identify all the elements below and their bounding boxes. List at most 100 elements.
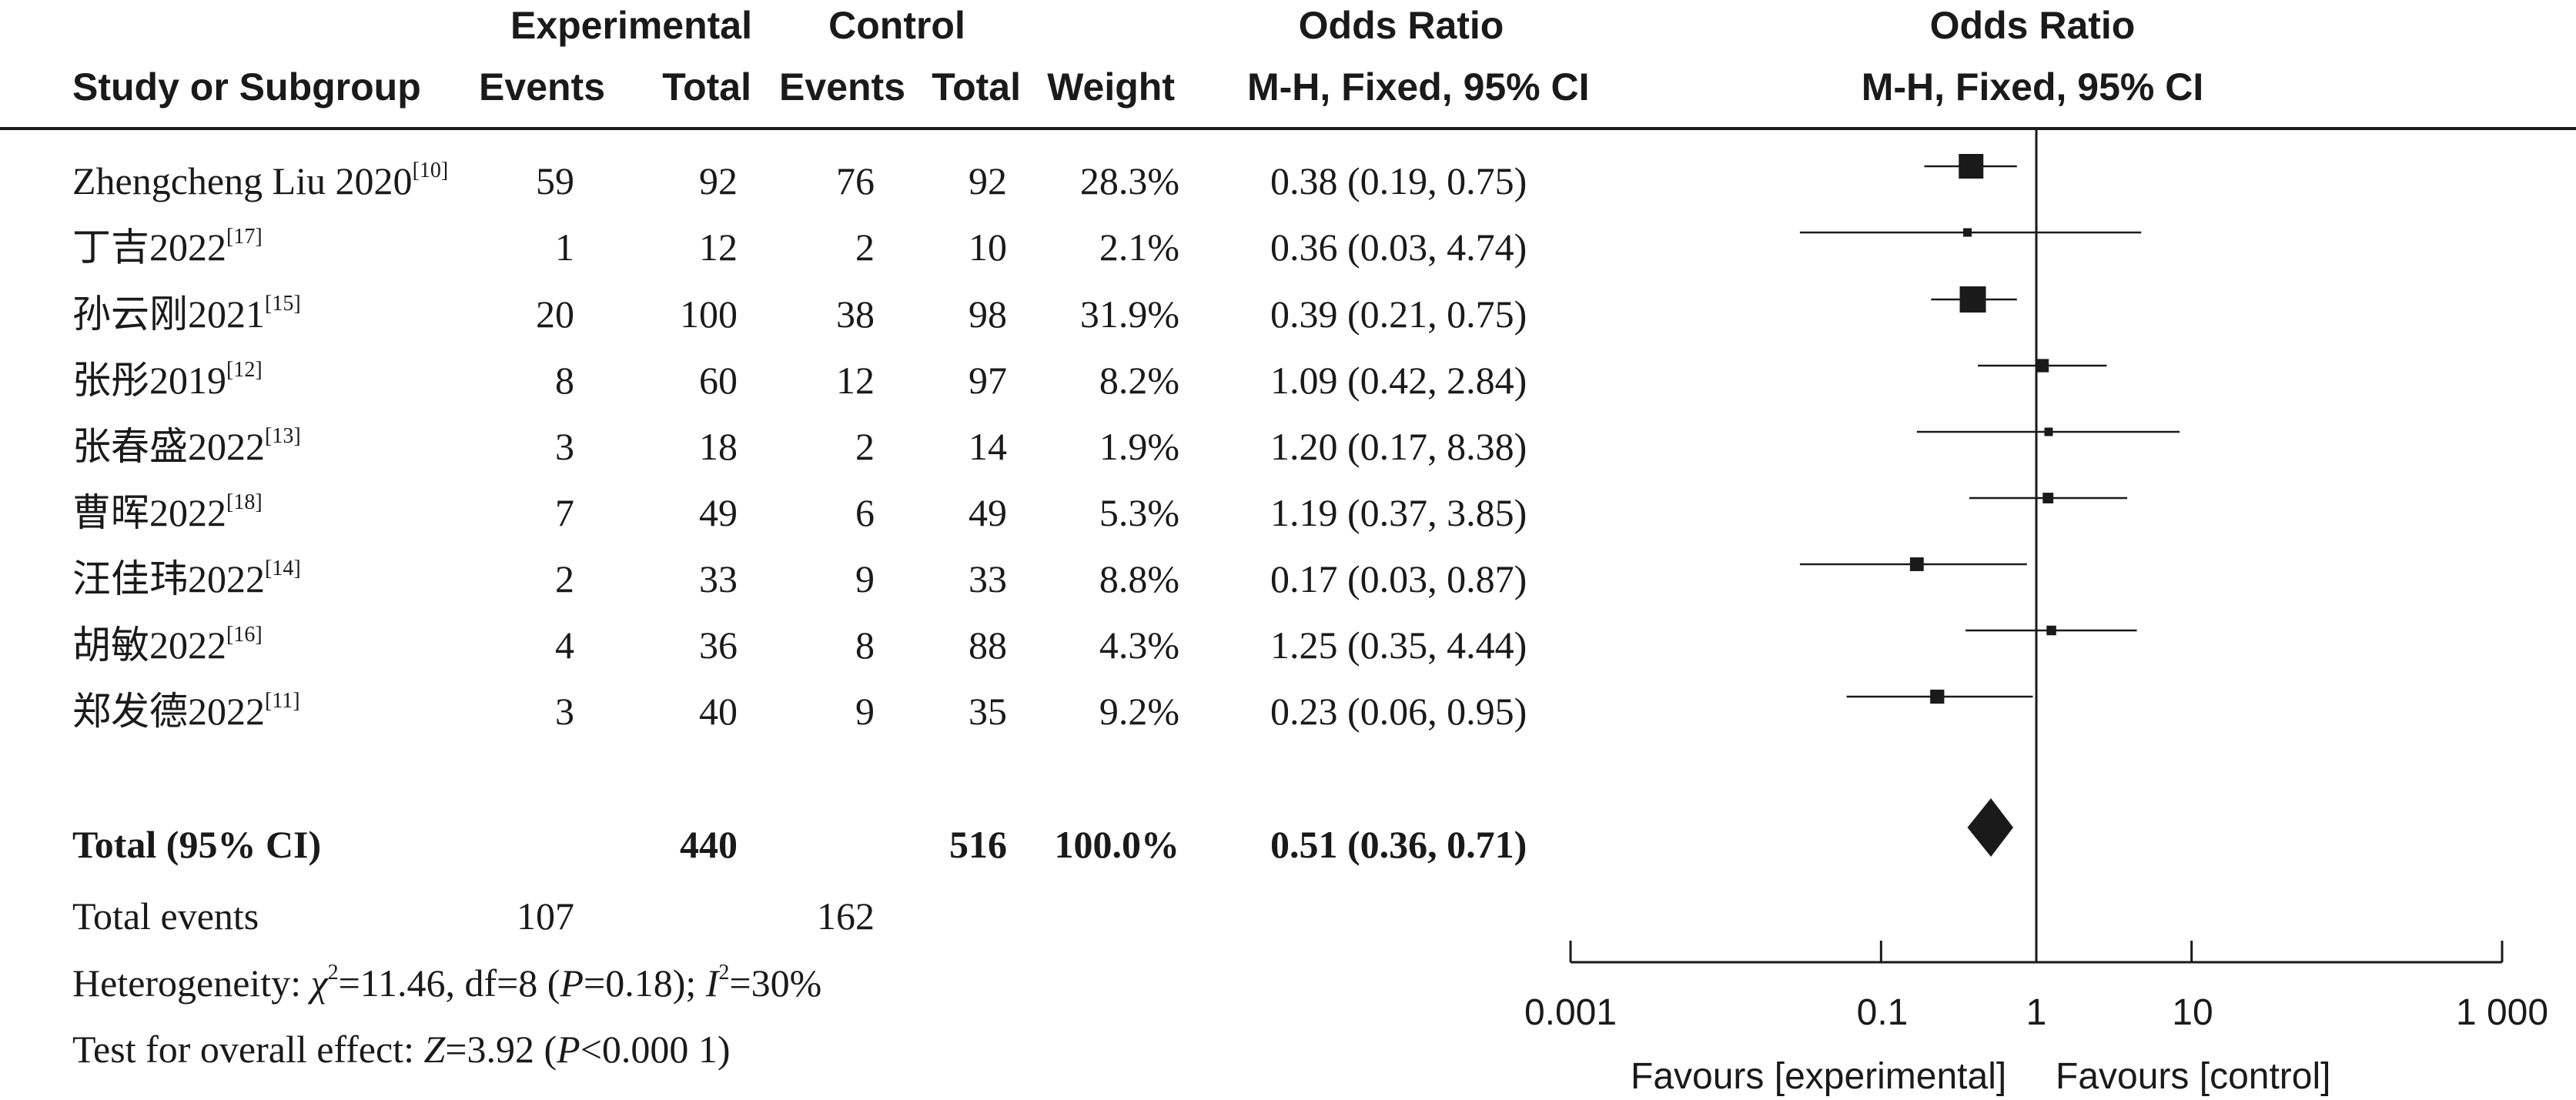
study-name: 曹晖2022[18] xyxy=(72,490,263,534)
study-name: 张彤2019[12] xyxy=(72,359,263,402)
ctrl-total: 10 xyxy=(969,226,1007,269)
study-name-text: 张彤2019 xyxy=(72,359,226,402)
header-method-left: M-H, Fixed, 95% CI xyxy=(1247,65,1590,109)
ci-text: 1.09 (0.42, 2.84) xyxy=(1270,359,1527,402)
header-study-or-subgroup: Study or Subgroup xyxy=(72,65,421,109)
ctrl-events: 9 xyxy=(855,690,875,733)
weight: 2.1% xyxy=(1099,226,1179,269)
study-reference: [10] xyxy=(412,159,449,182)
study-marker xyxy=(1909,557,1924,571)
header-odds-ratio-right: Odds Ratio xyxy=(1929,4,2136,47)
exp-events: 1 xyxy=(555,226,574,269)
weight: 9.2% xyxy=(1099,690,1179,733)
study-name-text: 曹晖2022 xyxy=(72,491,226,534)
study-reference: [16] xyxy=(226,623,263,647)
study-name: 孙云刚2021[15] xyxy=(72,292,301,336)
exp-total: 92 xyxy=(699,159,738,202)
study-name: 张春盛2022[13] xyxy=(72,424,301,468)
ctrl-events: 2 xyxy=(855,425,875,468)
exp-total: 33 xyxy=(699,557,738,600)
study-reference: [11] xyxy=(265,689,300,713)
exp-events: 3 xyxy=(555,690,574,733)
total-ci-text: 0.51 (0.36, 0.71) xyxy=(1270,823,1527,866)
study-marker xyxy=(2044,427,2053,436)
exp-total: 18 xyxy=(699,425,738,468)
exp-total: 49 xyxy=(699,491,738,534)
study-name: Zhengcheng Liu 2020[10] xyxy=(72,159,449,202)
study-name: 丁吉2022[17] xyxy=(72,226,263,269)
exp-events: 7 xyxy=(555,491,574,534)
ctrl-events: 12 xyxy=(836,359,875,402)
weight: 31.9% xyxy=(1079,293,1179,336)
ctrl-events: 76 xyxy=(836,159,875,202)
study-marker xyxy=(1959,153,1984,179)
study-reference: [13] xyxy=(265,424,301,448)
ctrl-total: 97 xyxy=(969,359,1007,402)
ci-text: 0.17 (0.03, 0.87) xyxy=(1270,557,1527,600)
study-reference: [18] xyxy=(226,490,263,514)
header-divider xyxy=(0,127,2576,130)
favours-experimental-label: Favours [experimental] xyxy=(1631,1056,2007,1097)
study-name: 胡敏2022[16] xyxy=(72,623,263,667)
ci-text: 1.19 (0.37, 3.85) xyxy=(1270,491,1527,534)
exp-events: 4 xyxy=(555,624,574,667)
exp-total: 100 xyxy=(680,293,738,336)
header-experimental: Experimental xyxy=(510,4,752,47)
axis-tick-label: 0.1 xyxy=(1856,992,1909,1033)
exp-total: 40 xyxy=(699,690,738,733)
study-name-text: 张春盛2022 xyxy=(72,425,265,468)
header-exp-events: Events xyxy=(479,65,605,109)
study-name-text: 胡敏2022 xyxy=(72,624,226,667)
exp-events: 8 xyxy=(555,359,574,402)
header-method-right: M-H, Fixed, 95% CI xyxy=(1861,65,2204,109)
axis-tick-label: 1 xyxy=(2026,992,2047,1033)
study-name-text: 丁吉2022 xyxy=(72,226,226,269)
header-ctrl-events: Events xyxy=(779,65,905,109)
study-name-text: Zhengcheng Liu 2020 xyxy=(72,159,413,202)
weight: 5.3% xyxy=(1099,491,1179,534)
heterogeneity-text: Heterogeneity: χ2=11.46, df=8 (P=0.18); … xyxy=(72,961,822,1005)
study-reference: [15] xyxy=(265,292,301,316)
study-marker xyxy=(2042,493,2054,503)
total-exp-total: 440 xyxy=(680,823,738,866)
axis-tick-label: 0.001 xyxy=(1524,992,1618,1033)
summary-diamond xyxy=(1967,798,2014,857)
study-marker xyxy=(1963,228,1972,237)
exp-total: 36 xyxy=(699,624,738,667)
header-ctrl-total: Total xyxy=(932,65,1021,109)
total-events-ctrl: 162 xyxy=(817,894,875,938)
total-label: Total (95% CI) xyxy=(72,823,322,866)
axis-tick-label: 10 xyxy=(2172,992,2213,1033)
study-marker xyxy=(2035,359,2049,373)
header-control: Control xyxy=(828,4,965,47)
axis-tick-label: 1 000 xyxy=(2455,992,2549,1033)
weight: 8.8% xyxy=(1099,557,1179,600)
ctrl-events: 2 xyxy=(855,226,875,269)
weight: 8.2% xyxy=(1099,359,1179,402)
header-weight: Weight xyxy=(1047,65,1175,109)
header-exp-total: Total xyxy=(662,65,751,109)
study-marker xyxy=(1930,689,1945,704)
ci-text: 1.20 (0.17, 8.38) xyxy=(1270,425,1527,468)
ctrl-events: 9 xyxy=(855,557,875,600)
ctrl-total: 35 xyxy=(969,690,1007,733)
exp-events: 59 xyxy=(536,159,574,202)
exp-total: 12 xyxy=(699,226,738,269)
ctrl-total: 92 xyxy=(969,159,1007,202)
study-name-text: 孙云刚2021 xyxy=(72,293,265,336)
ctrl-events: 38 xyxy=(836,293,875,336)
study-marker xyxy=(2046,625,2056,636)
study-name: 郑发德2022[11] xyxy=(72,689,300,733)
exp-events: 20 xyxy=(536,293,574,336)
total-events-exp: 107 xyxy=(517,894,574,938)
weight: 28.3% xyxy=(1079,159,1179,202)
exp-events: 2 xyxy=(555,557,574,600)
overall-effect-text: Test for overall effect: Z=3.92 (P<0.000… xyxy=(72,1028,731,1071)
study-name-text: 郑发德2022 xyxy=(72,690,265,733)
weight: 4.3% xyxy=(1099,624,1179,667)
exp-total: 60 xyxy=(699,359,738,402)
total-weight: 100.0% xyxy=(1054,823,1180,866)
header-odds-ratio-left: Odds Ratio xyxy=(1298,4,1504,47)
ctrl-total: 49 xyxy=(969,491,1007,534)
